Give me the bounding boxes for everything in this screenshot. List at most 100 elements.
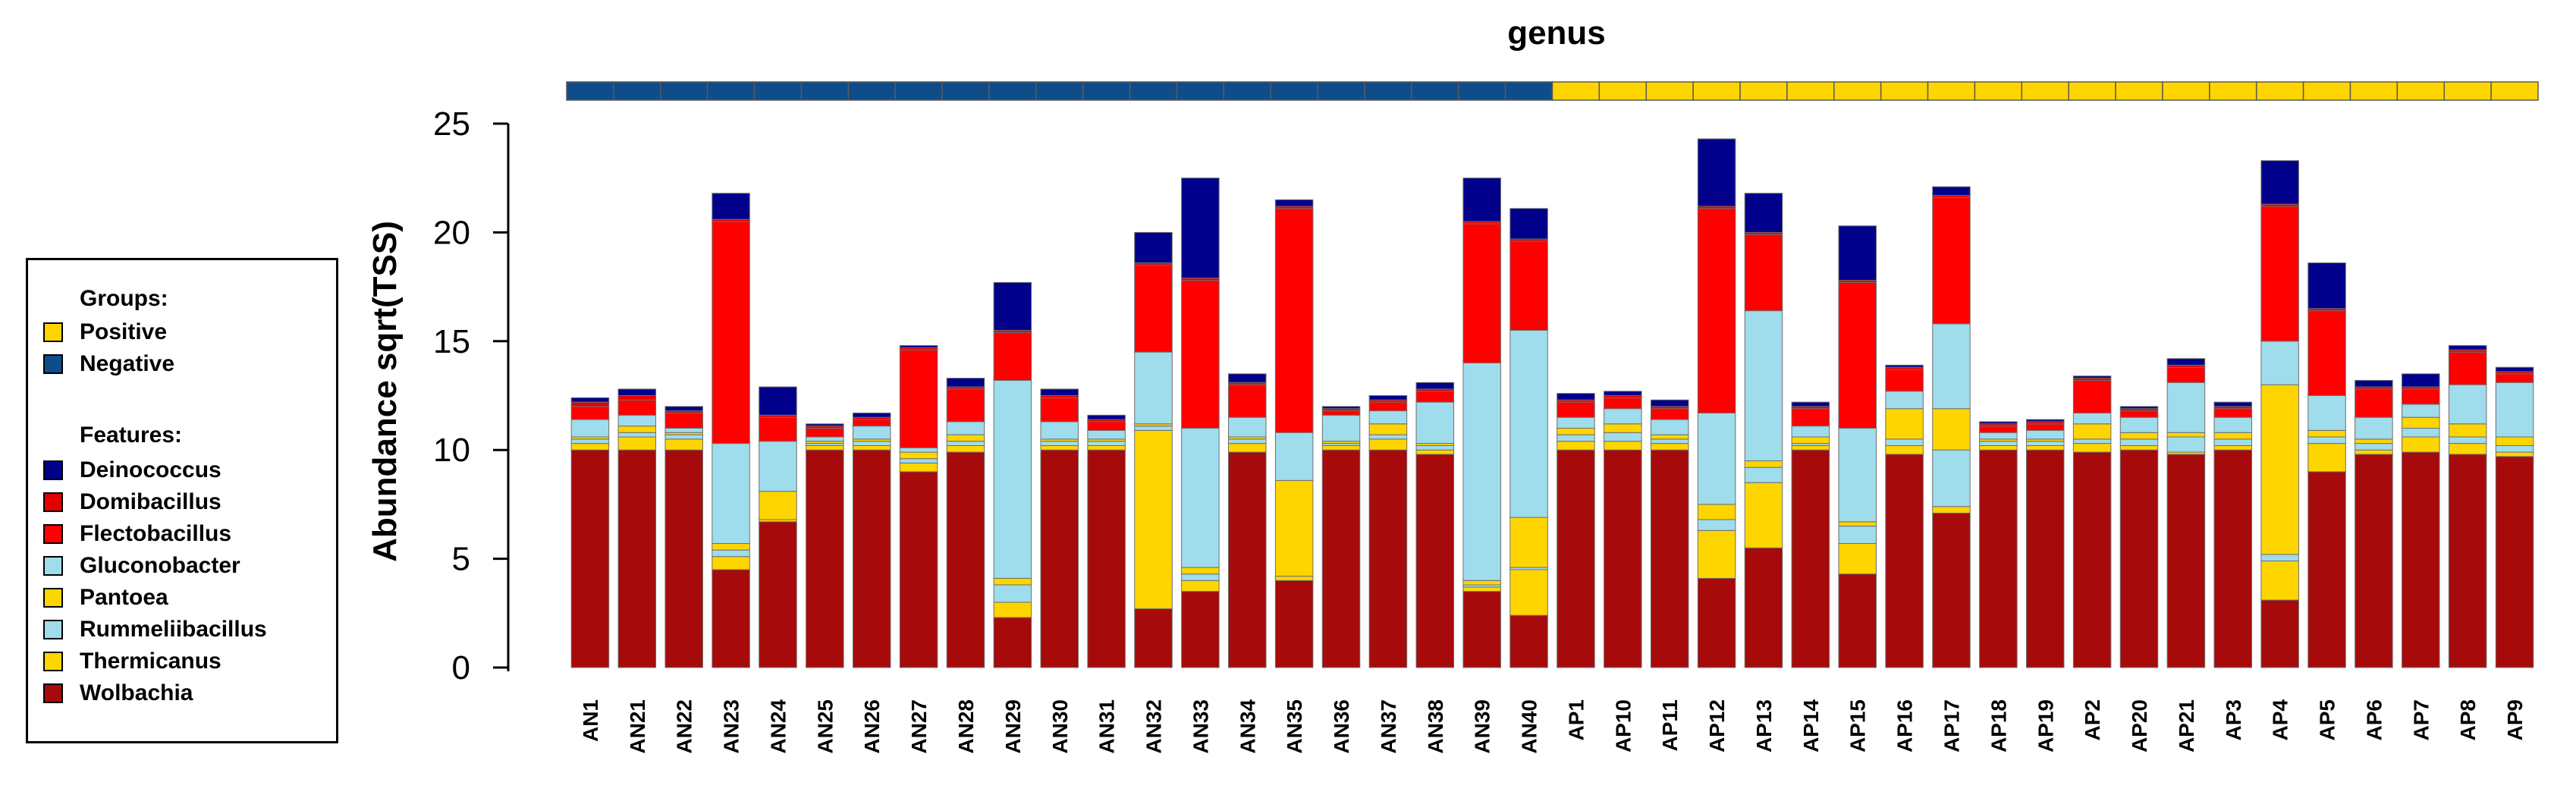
segment-an37-thermicanus (1368, 438, 1408, 451)
group-cell-ap9 (2490, 81, 2539, 101)
segment-ap15-thermicanus (1838, 543, 1877, 575)
segment-an38-wolbachia (1415, 454, 1455, 668)
legend-label-rummeliibacillus: Rummeliibacillus (80, 617, 267, 642)
segment-an30-flectobacillus (1040, 397, 1079, 423)
bar-an1 (570, 397, 610, 668)
segment-ap9-rummeliibacillus (2495, 445, 2534, 453)
segment-an22-flectobacillus (664, 412, 703, 429)
bar-ap11 (1650, 399, 1689, 668)
x-tick-label-ap19: AP19 (2034, 699, 2057, 752)
segment-ap3-flectobacillus (2213, 408, 2253, 418)
segment-an28-wolbachia (946, 451, 985, 668)
bar-ap10 (1604, 391, 1642, 668)
segment-an37-pantoea (1368, 423, 1408, 435)
segment-an38-deinococcus (1415, 382, 1455, 390)
segment-ap19-thermicanus (2025, 445, 2065, 451)
segment-an39-wolbachia (1462, 591, 1501, 668)
segment-ap19-wolbachia (2025, 449, 2065, 668)
segment-ap18-gluconobacter (1979, 432, 2018, 440)
segment-ap12-pantoea (1697, 504, 1736, 520)
bar-ap9 (2495, 366, 2534, 668)
segment-ap14-wolbachia (1791, 449, 1830, 668)
segment-ap8-thermicanus (2448, 443, 2487, 455)
group-cell-ap16 (1880, 81, 1929, 101)
segment-an25-gluconobacter (806, 436, 844, 442)
segment-an29-flectobacillus (993, 331, 1032, 381)
segment-an30-gluconobacter (1040, 421, 1079, 440)
y-tick-label-15: 15 (433, 323, 470, 360)
segment-ap3-rummeliibacillus (2213, 438, 2253, 446)
y-tick-label-10: 10 (433, 432, 470, 469)
segment-ap14-thermicanus (1791, 445, 1830, 451)
segment-an22-gluconobacter (664, 428, 703, 433)
segment-ap4-pantoea (2260, 384, 2299, 555)
segment-ap19-flectobacillus (2025, 423, 2065, 431)
segment-ap11-wolbachia (1650, 449, 1689, 668)
segment-ap19-gluconobacter (2025, 429, 2065, 440)
x-tick-label-an24: AN24 (766, 699, 790, 754)
segment-ap3-thermicanus (2213, 445, 2253, 451)
segment-ap16-rummeliibacillus (1885, 438, 1924, 446)
segment-an34-gluconobacter (1228, 416, 1267, 438)
x-tick-label-ap18: AP18 (1987, 699, 2010, 752)
segment-an28-flectobacillus (946, 388, 985, 423)
x-tick-label-ap15: AP15 (1846, 699, 1870, 752)
legend-label-deinococcus: Deinococcus (80, 457, 221, 482)
segment-ap11-pantoea (1650, 434, 1689, 440)
segment-an34-rummeliibacillus (1228, 438, 1267, 445)
segment-ap16-thermicanus (1885, 445, 1924, 455)
segment-an24-pantoea (759, 491, 797, 520)
segment-ap17-pantoea (1932, 408, 1971, 451)
segment-ap21-pantoea (2166, 432, 2206, 438)
segment-ap9-thermicanus (2495, 451, 2534, 457)
segment-an33-pantoea (1181, 567, 1220, 575)
segment-ap14-gluconobacter (1791, 426, 1830, 438)
segment-an1-thermicanus (570, 443, 610, 451)
group-cell-an36 (1317, 81, 1365, 101)
bar-ap20 (2119, 406, 2159, 668)
segment-an39-gluconobacter (1462, 362, 1501, 581)
group-cell-ap18 (1974, 81, 2023, 101)
segment-ap6-rummeliibacillus (2355, 443, 2393, 451)
segment-ap13-deinococcus (1744, 193, 1783, 233)
segment-an36-gluconobacter (1321, 414, 1361, 442)
segment-an38-flectobacillus (1415, 391, 1455, 403)
segment-ap4-deinococcus (2260, 160, 2299, 205)
bar-an29 (993, 281, 1032, 668)
segment-ap12-flectobacillus (1697, 208, 1736, 413)
segment-ap9-deinococcus (2495, 366, 2534, 372)
bar-an36 (1321, 406, 1361, 668)
segment-an28-rummeliibacillus (946, 441, 985, 446)
bar-ap3 (2213, 401, 2253, 668)
group-cell-an22 (660, 81, 708, 101)
segment-an27-rummeliibacillus (899, 458, 938, 463)
bar-an27 (899, 345, 938, 668)
segment-ap14-deinococcus (1791, 401, 1830, 407)
segment-ap5-wolbachia (2307, 471, 2346, 668)
group-cell-an38 (1411, 81, 1459, 101)
group-cell-ap14 (1786, 81, 1835, 101)
segment-an36-thermicanus (1321, 445, 1361, 451)
segment-an34-flectobacillus (1228, 384, 1267, 418)
chart-title: genus (1507, 14, 1606, 52)
bar-ap14 (1791, 401, 1830, 668)
segment-an37-flectobacillus (1368, 401, 1408, 412)
segment-ap13-thermicanus (1744, 482, 1783, 548)
segment-an32-rummeliibacillus (1134, 426, 1173, 431)
group-cell-ap12 (1692, 81, 1741, 101)
legend-swatch-negative (43, 354, 63, 374)
segment-ap8-pantoea (2448, 423, 2487, 438)
bar-ap16 (1885, 364, 1924, 668)
segment-ap21-rummeliibacillus (2166, 436, 2206, 453)
segment-ap17-rummeliibacillus (1932, 449, 1971, 507)
segment-an37-wolbachia (1368, 449, 1408, 668)
segment-ap10-gluconobacter (1604, 408, 1642, 425)
segment-ap15-wolbachia (1838, 573, 1877, 668)
group-cell-ap8 (2443, 81, 2492, 101)
segment-ap20-wolbachia (2119, 449, 2159, 668)
x-tick-label-ap12: AP12 (1705, 699, 1729, 752)
segment-an23-deinococcus (712, 193, 750, 220)
x-tick-label-ap13: AP13 (1752, 699, 1776, 752)
segment-an39-flectobacillus (1462, 223, 1501, 363)
segment-an30-thermicanus (1040, 445, 1079, 451)
